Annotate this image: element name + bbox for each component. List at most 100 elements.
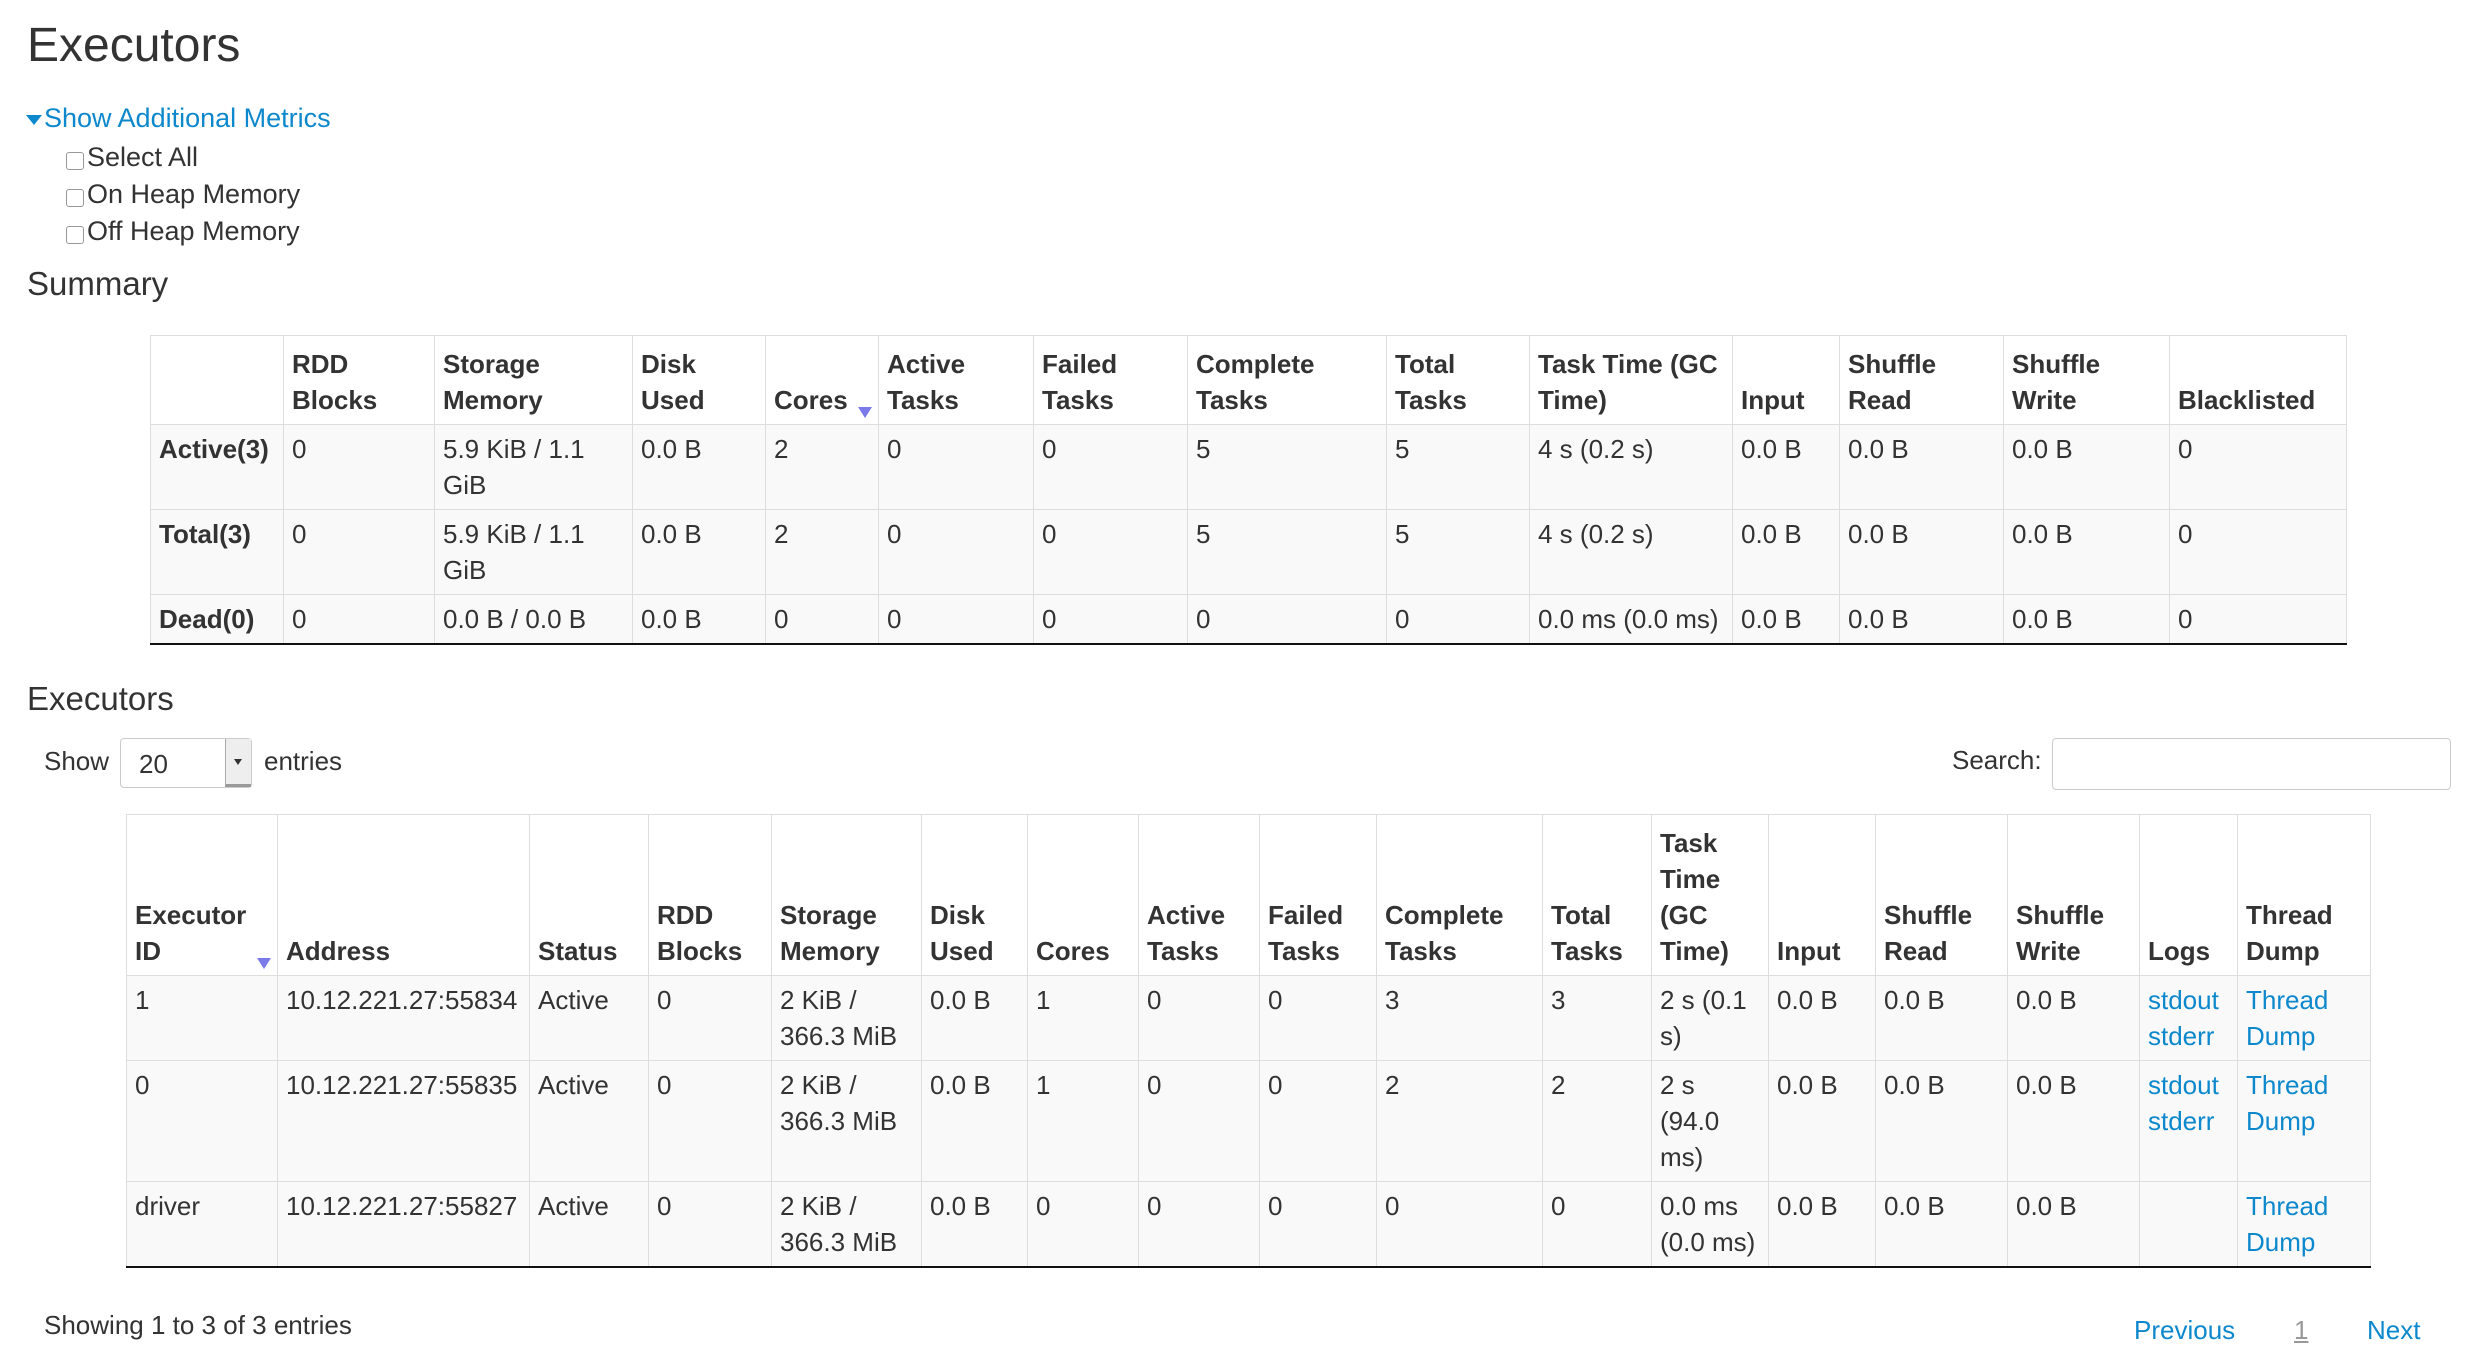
cell-cores: 2 bbox=[765, 424, 879, 510]
cell-task-time-gc-time: 4 s (0.2 s) bbox=[1529, 509, 1733, 595]
cell-disk-used: 0.0 B bbox=[632, 424, 766, 510]
table-row: 0 10.12.221.27:55835 Active 0 2 KiB / 366.3 … bbox=[126, 1060, 2371, 1182]
cell-cores: 1 bbox=[1027, 975, 1139, 1061]
cell-rdd-blocks: 0 bbox=[283, 424, 435, 510]
cell-storage-memory: 5.9 KiB / 1.1 GiB bbox=[434, 509, 633, 595]
checkbox-icon[interactable] bbox=[66, 225, 84, 244]
cell-blacklisted: 0 bbox=[2169, 509, 2347, 595]
column-header-executor-id[interactable]: Executor ID bbox=[126, 814, 278, 976]
page-size-select[interactable]: 20 bbox=[120, 738, 252, 788]
summary-table: RDD Blocks Storage Memory Disk Used Cores Ac… bbox=[150, 335, 2347, 645]
cell-input: 0.0 B bbox=[1768, 975, 1876, 1061]
cell-status: Active bbox=[529, 975, 649, 1061]
cell-active-tasks: 0 bbox=[1138, 1060, 1260, 1182]
column-header-storage-memory[interactable]: Storage Memory bbox=[434, 335, 633, 425]
log-link-stdout[interactable]: stdout bbox=[2148, 985, 2219, 1015]
thread-dump-link[interactable]: Thread Dump bbox=[2246, 1070, 2329, 1136]
cell-input: 0.0 B bbox=[1768, 1181, 1876, 1268]
column-header-shuffle-write[interactable]: Shuffle Write bbox=[2007, 814, 2140, 976]
column-header-active-tasks[interactable]: Active Tasks bbox=[878, 335, 1034, 425]
column-header-blacklisted[interactable]: Blacklisted bbox=[2169, 335, 2347, 425]
column-header-cores[interactable]: Cores bbox=[765, 335, 879, 425]
column-header-input[interactable]: Input bbox=[1768, 814, 1876, 976]
column-header-shuffle-write[interactable]: Shuffle Write bbox=[2003, 335, 2170, 425]
cell-complete-tasks: 0 bbox=[1376, 1181, 1543, 1268]
cell-shuffle-read: 0.0 B bbox=[1875, 1181, 2008, 1268]
cell-failed-tasks: 0 bbox=[1259, 1181, 1377, 1268]
column-header-logs[interactable]: Logs bbox=[2139, 814, 2238, 976]
off-heap-memory-checkbox[interactable]: Off Heap Memory bbox=[66, 216, 300, 247]
cell-address: 10.12.221.27:55827 bbox=[277, 1181, 530, 1268]
cell-rdd-blocks: 0 bbox=[648, 1060, 772, 1182]
column-header-task-time-gc-time[interactable]: Task Time (GC Time) bbox=[1651, 814, 1769, 976]
cell-executor-id: driver bbox=[126, 1181, 278, 1268]
column-header-active-tasks[interactable]: Active Tasks bbox=[1138, 814, 1260, 976]
cell-executor-id: 1 bbox=[126, 975, 278, 1061]
cell-storage-memory: 2 KiB / 366.3 MiB bbox=[771, 1060, 922, 1182]
table-info: Showing 1 to 3 of 3 entries bbox=[44, 1310, 352, 1340]
cell-rdd-blocks: 0 bbox=[283, 509, 435, 595]
cell-disk-used: 0.0 B bbox=[921, 1060, 1028, 1182]
cell-shuffle-write: 0.0 B bbox=[2003, 509, 2170, 595]
cell-active-tasks: 0 bbox=[1138, 1181, 1260, 1268]
previous-page-button[interactable]: Previous bbox=[2134, 1315, 2236, 1345]
column-header-rdd-blocks[interactable]: RDD Blocks bbox=[648, 814, 772, 976]
log-link-stderr[interactable]: stderr bbox=[2148, 1021, 2215, 1051]
column-header-address[interactable]: Address bbox=[277, 814, 530, 976]
cell-active-tasks: 0 bbox=[878, 509, 1034, 595]
on-heap-memory-checkbox[interactable]: On Heap Memory bbox=[66, 179, 300, 210]
cell-complete-tasks: 3 bbox=[1376, 975, 1543, 1061]
show-additional-metrics-toggle[interactable]: Show Additional Metrics bbox=[26, 103, 331, 134]
column-header-blank bbox=[150, 335, 284, 425]
column-header-failed-tasks[interactable]: Failed Tasks bbox=[1033, 335, 1188, 425]
cell-shuffle-write: 0.0 B bbox=[2007, 975, 2140, 1061]
column-header-input[interactable]: Input bbox=[1732, 335, 1840, 425]
cell-address: 10.12.221.27:55835 bbox=[277, 1060, 530, 1182]
entries-label: entries bbox=[264, 746, 343, 776]
cell-shuffle-write: 0.0 B bbox=[2003, 424, 2170, 510]
column-header-cores[interactable]: Cores bbox=[1027, 814, 1139, 976]
cell-failed-tasks: 0 bbox=[1259, 1060, 1377, 1182]
column-header-disk-used[interactable]: Disk Used bbox=[921, 814, 1028, 976]
column-header-task-time-gc-time[interactable]: Task Time (GC Time) bbox=[1529, 335, 1733, 425]
next-page-button[interactable]: Next bbox=[2367, 1315, 2421, 1345]
cell-shuffle-write: 0.0 B bbox=[2007, 1181, 2140, 1268]
column-header-failed-tasks[interactable]: Failed Tasks bbox=[1259, 814, 1377, 976]
cell-cores: 1 bbox=[1027, 1060, 1139, 1182]
column-header-total-tasks[interactable]: Total Tasks bbox=[1542, 814, 1652, 976]
dropdown-button[interactable] bbox=[225, 739, 251, 787]
column-header-thread-dump[interactable]: Thread Dump bbox=[2237, 814, 2371, 976]
cell-input: 0.0 B bbox=[1768, 1060, 1876, 1182]
column-header-shuffle-read[interactable]: Shuffle Read bbox=[1875, 814, 2008, 976]
cell-complete-tasks: 0 bbox=[1187, 594, 1387, 645]
log-link-stderr[interactable]: stderr bbox=[2148, 1106, 2215, 1136]
select-all-checkbox[interactable]: Select All bbox=[66, 142, 198, 173]
checkbox-icon[interactable] bbox=[66, 188, 84, 207]
column-header-total-tasks[interactable]: Total Tasks bbox=[1386, 335, 1530, 425]
thread-dump-link[interactable]: Thread Dump bbox=[2246, 1191, 2329, 1257]
column-header-shuffle-read[interactable]: Shuffle Read bbox=[1839, 335, 2004, 425]
column-header-complete-tasks[interactable]: Complete Tasks bbox=[1187, 335, 1387, 425]
log-link-stdout[interactable]: stdout bbox=[2148, 1070, 2219, 1100]
column-header-status[interactable]: Status bbox=[529, 814, 649, 976]
cell-logs bbox=[2139, 1181, 2238, 1268]
search-input[interactable] bbox=[2052, 738, 2451, 790]
chevron-down-icon bbox=[234, 759, 242, 765]
checkbox-icon[interactable] bbox=[66, 151, 84, 170]
table-row: 1 10.12.221.27:55834 Active 0 2 KiB / 366.3 … bbox=[126, 975, 2371, 1061]
column-header-disk-used[interactable]: Disk Used bbox=[632, 335, 766, 425]
show-additional-metrics-label[interactable]: Show Additional Metrics bbox=[44, 103, 331, 133]
cell-shuffle-read: 0.0 B bbox=[1839, 594, 2004, 645]
column-header-rdd-blocks[interactable]: RDD Blocks bbox=[283, 335, 435, 425]
cell-complete-tasks: 2 bbox=[1376, 1060, 1543, 1182]
cell-cores: 0 bbox=[765, 594, 879, 645]
column-header-complete-tasks[interactable]: Complete Tasks bbox=[1376, 814, 1543, 976]
cell-cores: 0 bbox=[1027, 1181, 1139, 1268]
page-1-button[interactable]: 1 bbox=[2294, 1315, 2309, 1345]
cell-disk-used: 0.0 B bbox=[921, 975, 1028, 1061]
cell-complete-tasks: 5 bbox=[1187, 509, 1387, 595]
thread-dump-link[interactable]: Thread Dump bbox=[2246, 985, 2329, 1051]
column-header-storage-memory[interactable]: Storage Memory bbox=[771, 814, 922, 976]
cell-total-tasks: 5 bbox=[1386, 509, 1530, 595]
